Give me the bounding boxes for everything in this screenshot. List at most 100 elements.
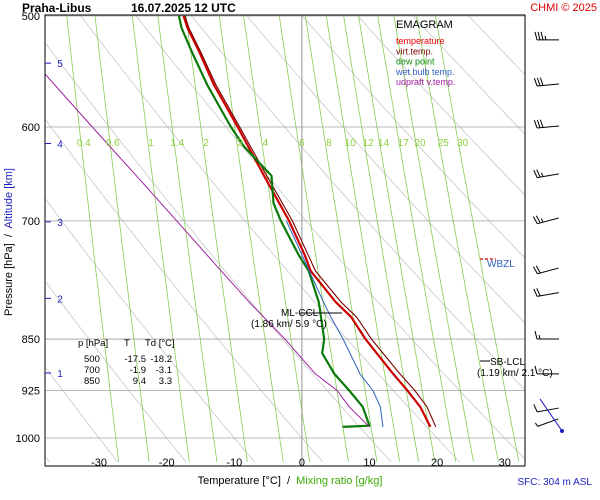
altitude-ticks: 1 2 3 4 5 [45, 59, 63, 380]
mixing-ratio-label: 14 [378, 138, 390, 149]
dry-adiabat [245, 15, 525, 324]
table-cell: 3.3 [159, 376, 172, 387]
altitude-tick-label: 3 [57, 218, 63, 229]
mixing-ratio-label: 0.6 [106, 138, 120, 149]
copyright: CHMI © 2025 [530, 2, 597, 14]
mixing-ratio-label: 0.4 [77, 138, 91, 149]
pressure-tick-label: 925 [22, 386, 40, 398]
sounding-table: p [hPa] T Td [°C] 500 -17.5 -18.2 700 -1.9 -3… [78, 338, 175, 387]
x-axis-label: Temperature [°C] / Mixing ratio [g/kg] [198, 475, 383, 487]
dry-adiabat [45, 366, 118, 463]
dry-adiabat [584, 0, 600, 462]
altitude-tick-label: 2 [57, 294, 63, 305]
table-cell: 500 [84, 354, 100, 365]
svg-text:Pressure [hPa] / Altitude [k: Pressure [hPa] / Altitude [km] [3, 168, 15, 316]
ml-ccl-label: ML-CCL [281, 308, 319, 319]
temp-tick-label: -30 [91, 457, 107, 469]
mixing-ratio-line [343, 15, 419, 462]
mixing-ratio-line [218, 15, 284, 462]
table-header-t: T [124, 338, 130, 349]
barb-flag [535, 215, 541, 224]
barb-staff [537, 217, 559, 225]
table-cell: -3.1 [156, 365, 172, 376]
dry-adiabat [79, 15, 460, 463]
table-cell: -18.2 [150, 354, 172, 365]
dry-adiabat [522, 15, 525, 18]
altitude-tick-label: 1 [57, 369, 63, 380]
barb-flag [539, 77, 544, 86]
mixing-ratio-label: 25 [438, 138, 450, 149]
dry-adiabat [411, 15, 525, 135]
mixing-ratio-label: 1.4 [170, 138, 184, 149]
barb-flag [540, 31, 544, 40]
barb-flag [537, 31, 541, 40]
barb-flag [536, 288, 541, 297]
pressure-tick-label: 700 [22, 216, 40, 228]
station-title: Praha-Libus [22, 1, 92, 15]
temp-tick-label: -20 [159, 457, 175, 469]
dry-adiabat [301, 15, 525, 259]
temp-tick-label: 10 [363, 457, 375, 469]
mixing-ratio-line [131, 15, 190, 462]
pressure-tick-label: 500 [22, 11, 40, 23]
barb-flag [533, 120, 538, 129]
mixing-ratio-line [434, 15, 520, 462]
mixing-ratio-label: 20 [414, 138, 426, 149]
series-dew-point [177, 15, 371, 428]
table-header-td: Td [°C] [145, 338, 175, 349]
barb-flag [539, 119, 544, 128]
series-temperature [182, 15, 432, 428]
wind-barb [533, 169, 559, 179]
legend-item: wet bulb temp. [395, 67, 455, 77]
barb-flag [534, 330, 538, 340]
table-header-p: p [hPa] [78, 338, 108, 349]
ylabel-sep: / [3, 229, 15, 244]
barb-staff [537, 267, 559, 275]
wind-barb [534, 330, 559, 340]
barb-half-flag [534, 422, 539, 427]
surface-wind-line [539, 398, 563, 432]
chart-series [45, 15, 437, 428]
wind-barb [532, 265, 559, 275]
plot-frame [44, 14, 526, 467]
ylabel-altitude: Altitude [km] [3, 168, 15, 229]
dry-adiabat [356, 15, 525, 196]
sb-lcl-detail: (1.19 km/ 2.1 °C) [477, 368, 553, 379]
mixing-ratio-line [278, 15, 349, 462]
mixing-ratio-line [304, 15, 378, 462]
mixing-ratio-label: 17 [398, 138, 410, 149]
mixing-ratio-line [325, 15, 401, 462]
wind-barb [534, 31, 559, 41]
ml-ccl-detail: (1.86 km/ 5.9 °C) [251, 319, 327, 330]
legend-item: udpraft v.temp. [396, 77, 455, 87]
wind-barb [533, 119, 560, 129]
barb-half-flag [540, 218, 544, 223]
xlabel-mix: Mixing ratio [g/kg] [296, 475, 382, 487]
barb-flag [533, 288, 538, 297]
wind-barb [533, 77, 560, 87]
table-cell: 700 [84, 365, 100, 376]
dry-adiabat [530, 0, 600, 462]
mixing-ratio-label: 6 [299, 138, 305, 149]
barb-flag [532, 266, 538, 275]
mixing-ratio-line [377, 15, 457, 462]
wind-barb [533, 288, 559, 297]
barb-flag [534, 365, 538, 374]
barb-flag [533, 404, 538, 413]
mixing-ratio-line [94, 15, 150, 462]
ylabel-pressure: Pressure [hPa] [3, 243, 15, 316]
barb-staff [537, 173, 559, 179]
temp-tick-label: 0 [299, 457, 305, 469]
mixing-ratio-label: 3 [237, 138, 243, 149]
mixing-ratio-line [416, 15, 499, 462]
mixing-ratio-line [393, 15, 474, 462]
annotations: ML-CCL(1.86 km/ 5.9 °C) SB-LCL(1.19 km/ 2… [251, 258, 553, 379]
mixing-ratio-line [66, 15, 120, 462]
barb-staff [537, 418, 559, 427]
temperature-ticks: -30 -20 -10 0 10 20 30 [91, 457, 511, 469]
barb-flag [533, 169, 538, 178]
dry-adiabat [45, 280, 187, 463]
pressure-tick-label: 600 [22, 122, 40, 134]
